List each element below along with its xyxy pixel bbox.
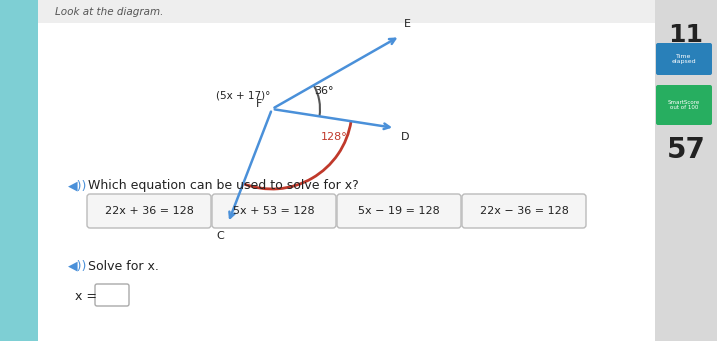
Text: 11: 11 <box>668 23 703 47</box>
FancyBboxPatch shape <box>95 284 129 306</box>
Text: 36°: 36° <box>314 86 333 96</box>
Text: Look at the diagram.: Look at the diagram. <box>55 7 163 17</box>
FancyBboxPatch shape <box>462 194 586 228</box>
FancyBboxPatch shape <box>656 85 712 125</box>
Text: Time
elapsed: Time elapsed <box>672 54 696 64</box>
Text: 22x + 36 = 128: 22x + 36 = 128 <box>105 206 194 216</box>
FancyBboxPatch shape <box>0 0 38 341</box>
Text: 128°: 128° <box>320 132 347 142</box>
Text: 57: 57 <box>667 136 706 164</box>
Text: 22x − 36 = 128: 22x − 36 = 128 <box>480 206 569 216</box>
Text: SmartScore
out of 100: SmartScore out of 100 <box>668 100 700 110</box>
Text: 5x − 19 = 128: 5x − 19 = 128 <box>358 206 440 216</box>
FancyBboxPatch shape <box>656 43 712 75</box>
Text: x =: x = <box>75 290 97 302</box>
Text: ◀)): ◀)) <box>68 179 87 193</box>
FancyBboxPatch shape <box>655 0 717 341</box>
FancyBboxPatch shape <box>212 194 336 228</box>
Text: Which equation can be used to solve for x?: Which equation can be used to solve for … <box>88 179 358 193</box>
FancyBboxPatch shape <box>337 194 461 228</box>
FancyBboxPatch shape <box>38 0 655 341</box>
Text: F: F <box>256 99 262 109</box>
Text: C: C <box>217 231 224 241</box>
Text: D: D <box>401 132 409 142</box>
Text: ◀)): ◀)) <box>68 260 87 272</box>
FancyBboxPatch shape <box>38 0 655 23</box>
Text: E: E <box>404 19 411 29</box>
Text: 5x + 53 = 128: 5x + 53 = 128 <box>233 206 315 216</box>
Text: (5x + 17)°: (5x + 17)° <box>216 90 270 100</box>
Text: Solve for x.: Solve for x. <box>88 260 159 272</box>
FancyBboxPatch shape <box>87 194 211 228</box>
